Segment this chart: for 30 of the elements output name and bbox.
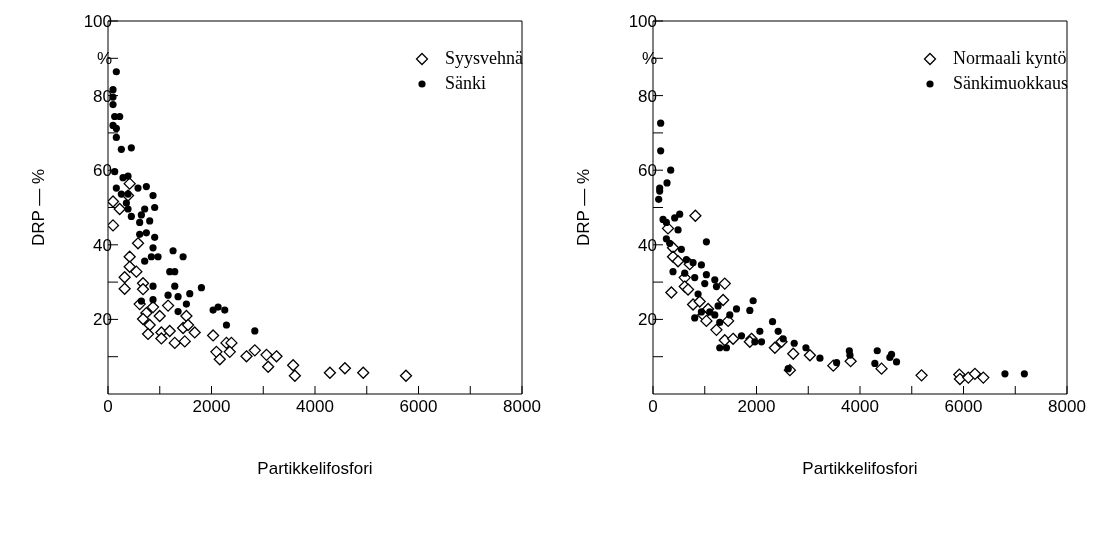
y-axis-title: DRP — % [574, 168, 594, 247]
y-tick-label: % [641, 49, 657, 69]
x-tick-label: 6000 [399, 397, 438, 417]
x-tick-label: 0 [648, 397, 658, 417]
x-tick-label: 2000 [192, 397, 231, 417]
y-tick-label: 40 [93, 235, 112, 255]
y-tick-label: % [96, 49, 112, 69]
legend-label: Normaali kyntö [953, 48, 1067, 69]
y-tick-label: 60 [93, 161, 112, 181]
legend-label: Sänkimuokkaus [953, 73, 1068, 94]
legend-label: Sänki [445, 73, 487, 94]
y-tick-label: 20 [93, 310, 112, 330]
x-tick-label: 4000 [296, 397, 334, 417]
y-tick-label: 80 [93, 86, 112, 106]
x-axis-title: Partikkelifosfori [257, 459, 373, 478]
x-tick-label: 0 [103, 397, 113, 417]
y-axis-title: DRP — % [29, 168, 49, 247]
y-tick-label: 80 [638, 86, 657, 106]
y-tick-label: 100 [628, 12, 657, 32]
legend-label: Syysvehnä [445, 48, 523, 69]
x-tick-label: 8000 [1048, 397, 1086, 417]
x-tick-label: 4000 [841, 397, 879, 417]
y-tick-label: 40 [638, 235, 657, 255]
x-tick-label: 2000 [737, 397, 776, 417]
y-tick-label: 20 [638, 310, 657, 330]
x-axis-title: Partikkelifosfori [802, 459, 918, 478]
x-tick-label: 8000 [503, 397, 541, 417]
y-tick-label: 60 [638, 161, 657, 181]
x-tick-label: 6000 [944, 397, 983, 417]
y-tick-label: 100 [83, 12, 112, 32]
